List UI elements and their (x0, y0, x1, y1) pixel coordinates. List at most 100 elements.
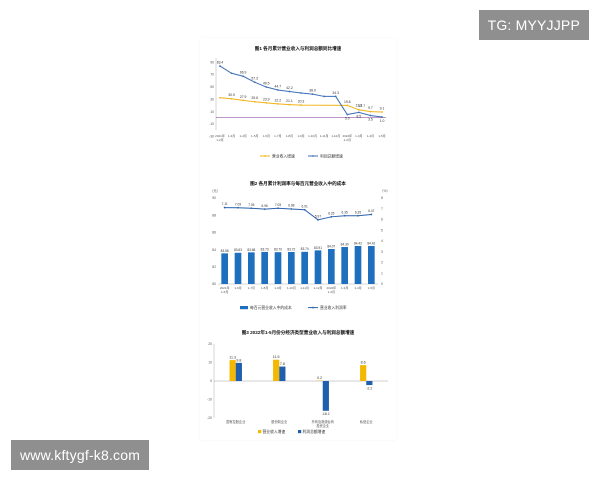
chart1-point-1 (219, 65, 221, 67)
chart2-line-label: 6.96 (262, 204, 268, 208)
document-page: 图1 各月累计营业收入与利润总额同比增速 90 70 50 30 10 -10 -30 2021… (200, 38, 396, 440)
chart1-data-label: 9.7 (368, 106, 373, 110)
chart3-title: 图3 2022年1-5月份分经济类型营业收入与利润总额增速 (242, 329, 355, 336)
chart3-legend-label-1: 利润总额增速 (303, 429, 326, 434)
chart1-point-1 (253, 81, 256, 84)
chart2-x-tick: 1-11月 (300, 286, 309, 290)
chart2-line-label: 6.47 (368, 209, 374, 213)
chart1-title: 图1 各月累计营业收入与利润总额同比增速 (255, 45, 342, 52)
chart1-point-1 (323, 95, 326, 98)
chart1-data-label: 20.3 (298, 99, 305, 103)
chart1-point-0 (381, 111, 383, 113)
chart2-x-tick: 1-4月 (354, 286, 361, 290)
chart2-right-tick: 2 (381, 261, 383, 265)
chart1-data-label: 30.5 (228, 93, 235, 97)
chart2-title: 图2 各月累计利润率与每百元营业收入中的成本 (250, 180, 346, 187)
chart1-data-label: 21.1 (286, 99, 293, 103)
chart1-point-0 (253, 100, 256, 103)
chart1-series-line-0 (219, 97, 383, 113)
chart2-line-point (357, 214, 359, 217)
chart1-data-label: 22.2 (275, 98, 282, 102)
chart1-data-label: 13.9 (356, 103, 363, 107)
chart2-bar-label: 83.74 (301, 247, 309, 251)
chart3-bar-label: 0.2 (317, 376, 322, 380)
chart1-point-1 (288, 90, 291, 93)
chart3-bar-0 (360, 365, 367, 381)
chart2-left-tick: 80 (212, 282, 216, 286)
chart2-line-label: 6.91 (302, 204, 308, 208)
chart1-y-tick: 50 (210, 85, 214, 89)
chart2-line-label: 7.05 (275, 203, 281, 207)
chart3-bar-label: 11.5 (273, 355, 280, 359)
chart3-x-tick: 私营企业 (360, 419, 373, 424)
chart2-bar (314, 250, 322, 284)
chart2-x-tick: 1-5月 (368, 286, 375, 290)
chart3-bar-1 (279, 366, 286, 381)
chart2-left-tick: 88 (212, 213, 216, 217)
chart2-line (224, 207, 372, 221)
chart2-bar (274, 252, 282, 284)
chart1-point-0 (357, 108, 360, 111)
chart3-y-tick: 0 (210, 379, 212, 383)
chart1-data-label: 49.5 (263, 81, 270, 85)
chart2-x-tick: 1-6月 (234, 286, 241, 290)
chart1-x-tick: 1-3月 (355, 134, 362, 138)
chart1-data-label: 83.4 (217, 60, 224, 64)
chart1-data-label: 44.7 (275, 84, 282, 88)
chart1-x-tick: 2021年 1-2月 (215, 133, 225, 142)
chart2-bar-label: 83.73 (261, 247, 269, 251)
chart2-line-point (290, 208, 293, 210)
chart2-line-point (277, 207, 279, 210)
chart2-bar (368, 245, 375, 284)
chart2-line-label: 5.97 (315, 214, 321, 218)
chart1-x-tick: 1-11月 (320, 134, 329, 138)
chart2-bar-label: 84.42 (367, 241, 375, 245)
chart2-line-point (223, 206, 226, 209)
chart2-bar-label: 83.91 (314, 246, 322, 250)
chart1-x-tick: 1-9月 (297, 134, 304, 138)
chart1-data-label: 1.0 (380, 119, 385, 123)
chart3-y-tick: -10 (207, 398, 212, 402)
chart3-bar-0 (229, 360, 236, 381)
chart1-data-label: 66.9 (240, 71, 247, 75)
chart2-x-tick: 2021年 1-5月 (220, 285, 230, 294)
chart2-line-point (343, 214, 346, 217)
chart2-line-label: 7.11 (222, 202, 228, 206)
chart1-data-label: 19.8 (344, 100, 351, 104)
chart3-bar-label: 7.8 (280, 362, 285, 366)
chart1-x-tick: 1-4月 (367, 134, 374, 138)
chart-revenue-profit-growth: 图1 各月累计营业收入与利润总额同比增速 90 70 50 30 10 -10 -30 2021… (209, 45, 386, 158)
chart2-bar-label: 83.63 (234, 248, 242, 252)
chart1-point-1 (346, 113, 349, 116)
chart2-line-point (303, 208, 306, 211)
chart2-line-point (370, 213, 373, 216)
chart1-point-0 (369, 110, 372, 113)
chart3-y-tick: -20 (207, 416, 212, 420)
chart3-bar-label: 8.6 (361, 360, 366, 364)
chart2-line-label: 7.09 (235, 202, 241, 206)
chart1-point-1 (300, 92, 302, 94)
chart1-data-label: 57.3 (251, 77, 258, 81)
chart3-bar-label: -16.1 (322, 412, 330, 416)
chart1-data-label: 8.5 (356, 115, 361, 119)
chart2-line-label: 6.98 (288, 204, 294, 208)
chart1-x-tick: 1-4月 (239, 134, 246, 138)
chart1-y-tick: 10 (210, 110, 214, 114)
chart2-left-tick: 82 (212, 265, 216, 269)
chart2-bar-label: 84.07 (327, 244, 335, 248)
chart2-right-tick: 4 (381, 239, 383, 243)
chart1-data-label: 42.2 (286, 86, 293, 90)
chart2-bar (354, 245, 362, 284)
chart1-point-0 (219, 96, 221, 99)
chart1-y-tick: -10 (209, 122, 214, 126)
chart1-x-tick: 1-8月 (286, 134, 293, 138)
chart2-bar (288, 252, 295, 284)
chart2-line-label: 6.25 (328, 211, 334, 215)
chart3-y-tick: 20 (208, 342, 212, 346)
chart3-x-tick: 外商及港澳台商投资企业 (312, 419, 334, 428)
chart2-bar-label: 84.30 (341, 242, 349, 246)
chart2-line-point (250, 207, 253, 210)
chart2-left-tick: 84 (212, 248, 216, 252)
chart1-point-0 (230, 97, 233, 100)
chart2-x-tick: 1-9月 (274, 286, 281, 290)
